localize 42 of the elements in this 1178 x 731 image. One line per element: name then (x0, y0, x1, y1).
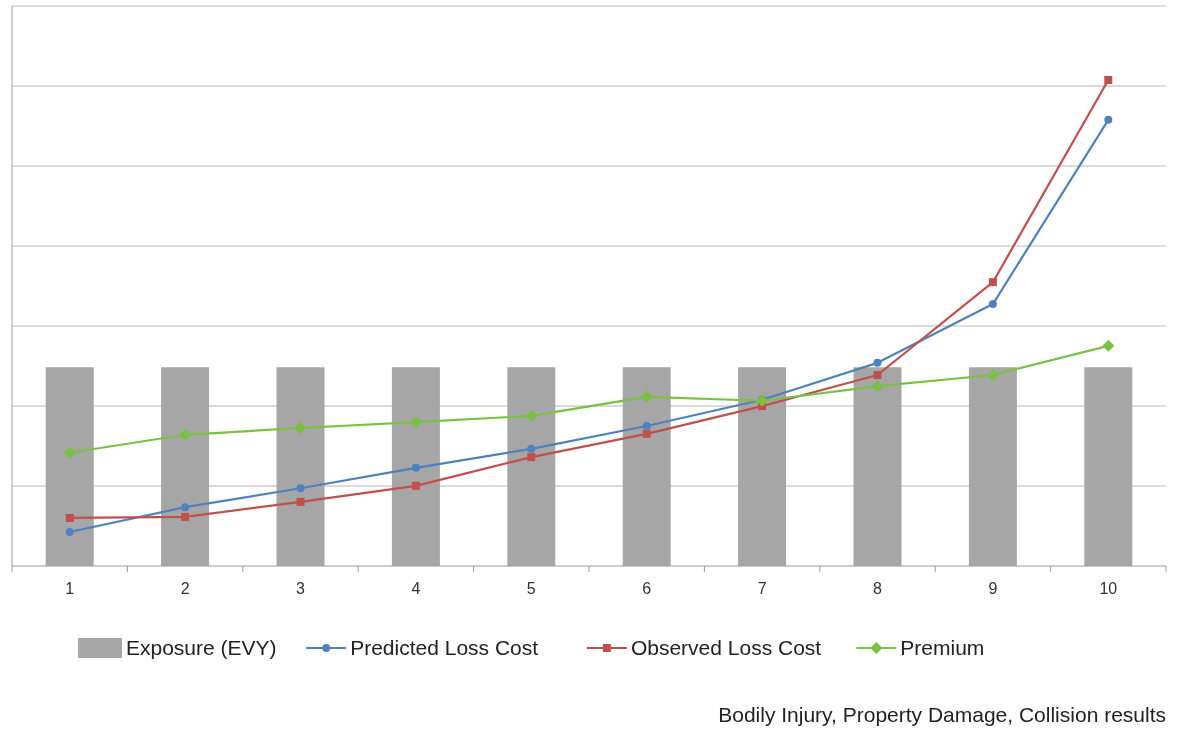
point (640, 390, 653, 403)
point (873, 371, 882, 379)
point (411, 463, 420, 472)
point (63, 446, 76, 459)
point (181, 503, 190, 512)
point (988, 300, 997, 309)
point (294, 421, 307, 434)
point (871, 380, 884, 393)
x-tick-label: 8 (873, 580, 883, 597)
x-tick-label: 9 (988, 580, 998, 597)
point (296, 484, 305, 493)
text: Bodily Injury, Property Damage, Collision results (718, 703, 1166, 726)
legend-label: Predicted Loss Cost (350, 636, 539, 660)
point (1104, 76, 1113, 84)
legend-label: Premium (900, 636, 985, 660)
point (296, 497, 305, 506)
x-tick-label: 1 (65, 580, 75, 597)
point (65, 513, 74, 522)
point (1104, 115, 1113, 124)
x-tick-label: 5 (526, 580, 536, 597)
x-tick-label: 6 (642, 580, 652, 597)
point (525, 409, 538, 422)
point (988, 278, 997, 287)
point (873, 358, 882, 367)
point (642, 429, 651, 438)
x-tick-label: 4 (411, 580, 421, 597)
point (642, 422, 651, 431)
point (986, 369, 999, 381)
point (1102, 339, 1115, 352)
x-tick-label: 10 (1099, 580, 1118, 597)
legend-label: Exposure (EVY) (126, 636, 277, 660)
legend-label: Observed Loss Cost (630, 636, 822, 660)
point (527, 444, 536, 453)
point (527, 453, 536, 462)
x-tick-label: 2 (180, 580, 190, 597)
point (179, 428, 192, 441)
point (181, 512, 190, 521)
point (65, 527, 74, 536)
x-tick-label: 7 (757, 580, 767, 597)
point (411, 481, 420, 490)
x-tick-label: 3 (296, 580, 306, 597)
point (409, 416, 422, 429)
